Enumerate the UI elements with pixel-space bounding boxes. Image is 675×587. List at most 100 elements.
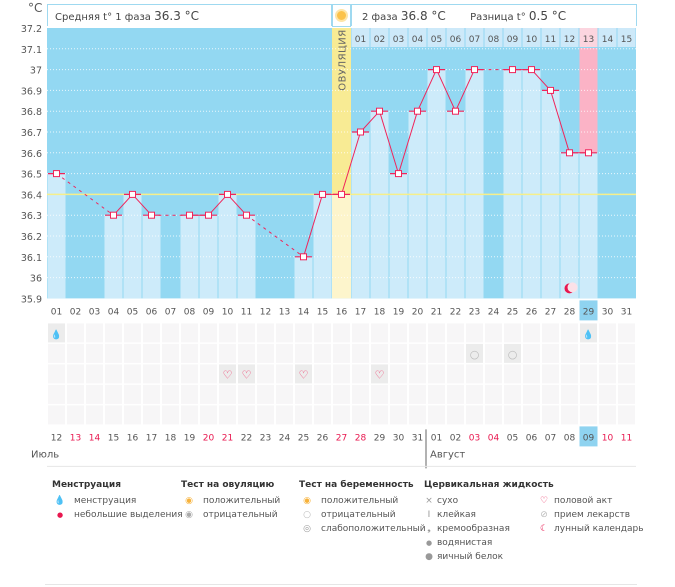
luteal-day-label: 06 [450,35,462,45]
temperature-bar [142,215,161,299]
marker-cell [466,364,483,384]
temperature-bar [427,69,446,299]
marker-cell [447,343,464,363]
marker-cell [162,384,179,404]
sticky-icon: I [427,510,431,520]
luteal-day-cell [598,28,617,47]
temperature-point [547,86,554,94]
temperature-point [414,107,421,115]
y-tick-label: 36.5 [21,170,42,181]
temperature-segment [246,214,304,258]
marker-cell [238,364,255,384]
marker-cell [580,343,597,363]
marker-cell [333,364,350,384]
marker-cell [504,364,521,384]
marker-cell [599,364,616,384]
temperature-segment [417,69,437,112]
cycle-day-label: 06 [146,307,158,317]
legend-item: отрицательный [203,510,278,520]
marker-cell [599,405,616,425]
date-label: 01 [431,433,442,443]
luteal-day-label: 11 [545,35,556,45]
phase2-label: 2 фаза [362,12,398,23]
luteal-day-cell [541,28,560,47]
y-tick-label: 36 [30,274,42,285]
marker-cell [48,343,65,363]
marker-cell [48,323,65,343]
date-label: 13 [70,433,81,443]
marker-cell [124,405,141,425]
marker-cell [238,405,255,425]
temperature-bar [465,69,484,299]
temperature-bar [218,194,237,299]
temperature-segment [56,173,114,216]
marker-cell [428,364,445,384]
temperature-point [300,253,307,261]
pill-icon: ⊘ [540,510,548,520]
marker-cell [409,384,426,404]
temperature-point [338,190,345,198]
marker-cell [599,343,616,363]
marker-cell [447,323,464,343]
marker-cell [257,323,274,343]
temperature-point [452,107,459,115]
pregnancy-negative-icon: ○ [508,348,518,361]
cycle-day-label: 17 [355,307,366,317]
date-label: 21 [222,433,233,443]
egg-white-icon: ● [425,552,433,562]
temperature-bar [522,69,541,299]
cycle-day-label: 03 [89,307,100,317]
marker-cell [314,405,331,425]
marker-cell [352,343,369,363]
diff-value: 0.5 °C [528,9,567,23]
marker-cell [371,405,388,425]
luteal-day-cell [579,28,598,47]
marker-cell [561,405,578,425]
temperature-point [433,66,440,74]
cycle-day-label: 04 [108,307,120,317]
luteal-day-label: 04 [412,35,424,45]
pregnancy-negative-icon: ○ [303,510,311,520]
luteal-day-label: 14 [602,35,614,45]
y-tick-label: 36.2 [21,232,42,243]
temperature-point [148,211,155,219]
temperature-segment [436,69,456,112]
pregnancy-negative-icon: ○ [470,348,480,361]
legend-item: слабоположительный [321,524,426,534]
phase2-summary: 2 фаза 36.8 °C Разница t° 0.5 °C [351,4,637,26]
temperature-point [585,149,592,157]
marker-cell [485,323,502,343]
marker-cell [86,384,103,404]
temperature-point [205,211,212,219]
marker-cell [48,364,65,384]
legend-item: положительный [321,496,399,506]
date-label: 20 [203,433,215,443]
temperature-point [53,170,60,178]
marker-cell [67,405,84,425]
marker-cell [542,405,559,425]
temperature-bar [313,194,332,299]
marker-cell [542,343,559,363]
current-date-highlight [579,426,598,447]
marker-cell [523,384,540,404]
marker-cell [447,405,464,425]
marker-cell [333,343,350,363]
marker-cell [162,343,179,363]
current-day-column [579,48,598,153]
ovulation-negative-icon: ◉ [185,510,193,520]
marker-cell [485,384,502,404]
marker-cell [504,343,521,363]
marker-cell [428,405,445,425]
legend-item: прием лекарств [554,510,631,520]
temperature-bar [446,111,465,299]
cycle-day-label: 31 [621,307,632,317]
watery-icon: ● [425,539,433,547]
cycle-day-label: 07 [165,307,176,317]
marker-cell [352,364,369,384]
marker-cell [618,323,635,343]
temperature-bar [180,215,199,299]
marker-cell [257,364,274,384]
legend-title: Менструация [52,480,121,490]
legend-item: водянистая [437,538,493,548]
